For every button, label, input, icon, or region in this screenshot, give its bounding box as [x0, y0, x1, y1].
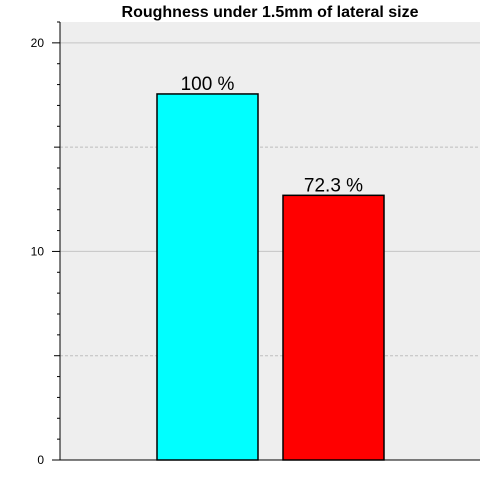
y-axis: 0 10 20 [31, 21, 480, 467]
gridlines [60, 42, 480, 357]
data-label-1: 100 % [181, 74, 235, 95]
bar-1 [156, 93, 259, 461]
chart-title: Roughness under 1.5mm of lateral size [122, 4, 419, 21]
bar-2 [282, 194, 385, 461]
y-tick-label: 0 [37, 453, 44, 467]
bars: 100 % 72.3 % [156, 74, 385, 461]
plot-area [60, 22, 480, 460]
data-label-2: 72.3 % [304, 175, 363, 196]
y-tick-label: 20 [31, 36, 45, 50]
y-tick-label: 10 [31, 244, 45, 258]
